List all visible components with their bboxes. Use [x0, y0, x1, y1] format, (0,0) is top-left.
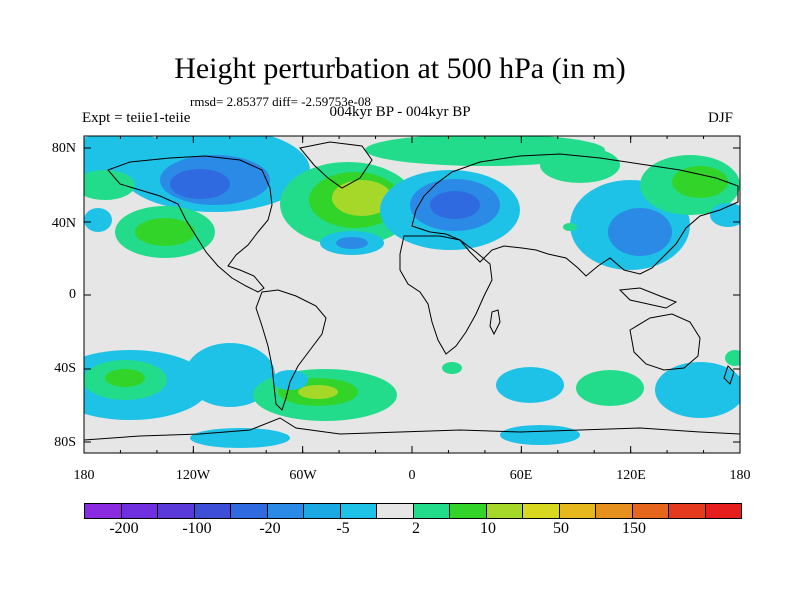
contour-blob [563, 223, 577, 231]
map-title: Height perturbation at 500 hPa (in m) [174, 52, 626, 85]
coast-australia [629, 313, 701, 371]
coastlines [84, 141, 740, 441]
contour-blob [272, 370, 308, 390]
colorbar-swatch [340, 504, 377, 518]
contour-blob [430, 191, 480, 219]
colorbar-label: -100 [182, 520, 212, 537]
lon-label: 0 [408, 468, 416, 483]
contour-blob [540, 147, 620, 183]
coast-greenland [299, 141, 373, 189]
coast-antarctica [84, 417, 740, 441]
coast-south-america [255, 289, 327, 411]
colorbar-swatch [267, 504, 304, 518]
colorbar-label: -20 [259, 520, 281, 537]
colorbar-swatch [669, 504, 706, 518]
lon-label: 180 [729, 468, 751, 483]
experiment-label: Expt = teiie1-teiie [82, 110, 191, 126]
contour-blob [105, 369, 145, 387]
contour-blob [608, 208, 672, 256]
colorbar-swatch [559, 504, 596, 518]
colorbar-swatch [194, 504, 231, 518]
colorbar-swatch [304, 504, 341, 518]
coast-europe-asia [411, 153, 739, 277]
contour-blob [332, 180, 392, 216]
map-plot-area [84, 136, 740, 453]
colorbar-swatch [158, 504, 195, 518]
contour-blob [170, 169, 230, 199]
colorbar-label: -5 [336, 520, 350, 537]
axis-ticks [83, 136, 741, 453]
coast-madagascar [489, 309, 501, 336]
colorbar-swatch [450, 504, 487, 518]
colorbar-swatch [705, 504, 741, 518]
coast-north-america [107, 155, 273, 293]
colorbar-swatch [121, 504, 158, 518]
colorbar-swatch [413, 504, 450, 518]
contour-blob [84, 170, 135, 200]
contour-blob [336, 237, 368, 249]
colorbar-swatch [596, 504, 633, 518]
lon-label: 120E [616, 468, 646, 483]
contour-fields-south [84, 343, 740, 448]
contour-blob [135, 218, 195, 246]
colorbar-swatch [85, 504, 122, 518]
colorbar-swatch [486, 504, 523, 518]
contour-blob [576, 370, 644, 406]
colorbar-label: -200 [109, 520, 139, 537]
period-label: 004kyr BP - 004kyr BP [329, 104, 471, 120]
colorbar-label: 2 [412, 520, 420, 537]
contour-fields-north [84, 136, 740, 270]
lat-label: 80N [51, 141, 76, 156]
lon-label: 180 [73, 468, 95, 483]
contour-blob [725, 350, 740, 366]
contour-blob [185, 343, 275, 407]
colorbar-swatch [377, 504, 414, 518]
colorbar-label: 50 [553, 520, 569, 537]
lat-label: 40N [51, 216, 76, 231]
contour-blob [500, 425, 580, 445]
lon-label: 60W [289, 468, 317, 483]
season-label: DJF [708, 110, 734, 126]
colorbar-label: 150 [622, 520, 646, 537]
colorbar-label: 10 [480, 520, 496, 537]
coast-africa [399, 235, 493, 355]
colorbar-swatch [632, 504, 669, 518]
lat-label: 40S [54, 361, 76, 376]
colorbar-swatch [231, 504, 268, 518]
lat-label: 80S [54, 435, 76, 450]
colorbar-swatch [523, 504, 560, 518]
contour-blob [710, 203, 740, 227]
contour-blob [496, 367, 564, 403]
lon-label: 120W [175, 468, 211, 483]
contour-blob [298, 385, 338, 399]
stats-label: rmsd= 2.85377 diff= -2.59753e-08 [190, 94, 371, 109]
lat-label: 0 [69, 287, 76, 302]
lon-label: 60E [509, 468, 533, 483]
contour-blob [672, 166, 728, 198]
colorbar [84, 503, 742, 519]
contour-blob [84, 208, 112, 232]
contour-blob [655, 362, 740, 418]
coast-indonesia [618, 287, 678, 309]
contour-blob [442, 362, 462, 374]
coast-new-zealand [723, 365, 735, 385]
